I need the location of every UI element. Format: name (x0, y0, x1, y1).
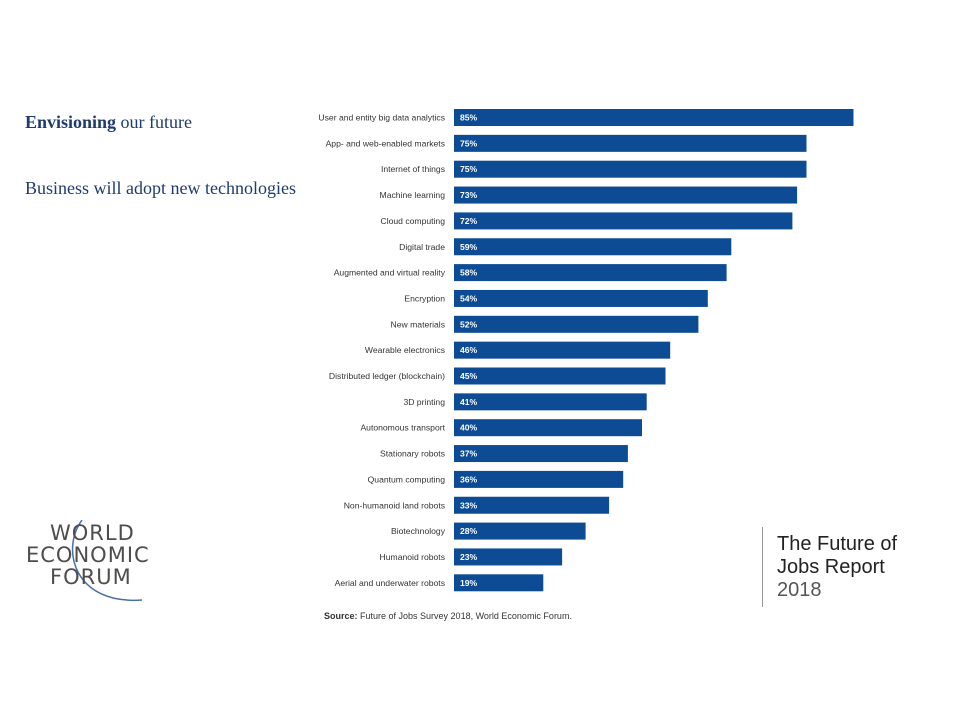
bar (454, 470, 624, 488)
category-label: Autonomous transport (360, 423, 445, 433)
report-title: The Future of Jobs Report 2018 (777, 533, 897, 602)
bar (454, 341, 671, 359)
source-text: Future of Jobs Survey 2018, World Econom… (357, 611, 572, 621)
bar (454, 289, 708, 307)
value-label: 46% (460, 345, 478, 355)
category-label: Cloud computing (381, 216, 446, 226)
value-label: 59% (460, 242, 478, 252)
subline: Business will adopt new technologies (25, 178, 296, 198)
category-label: Wearable electronics (365, 345, 445, 355)
category-label: Quantum computing (368, 474, 446, 484)
report-year: 2018 (777, 579, 822, 601)
bar (454, 264, 727, 282)
headline-rest: our future (116, 112, 193, 132)
value-label: 41% (460, 397, 478, 407)
bar (454, 160, 807, 178)
bar (454, 445, 628, 463)
value-label: 54% (460, 293, 478, 303)
value-label: 23% (460, 552, 478, 562)
category-label: Machine learning (380, 190, 446, 200)
category-label: Non-humanoid land robots (344, 500, 445, 510)
bar (454, 186, 798, 204)
category-label: Digital trade (399, 242, 445, 252)
category-label: Stationary robots (380, 449, 445, 459)
value-label: 40% (460, 423, 478, 433)
category-label: User and entity big data analytics (318, 113, 445, 123)
value-label: 28% (460, 526, 478, 536)
category-label: Internet of things (381, 164, 445, 174)
value-label: 73% (460, 190, 478, 200)
headline-bold: Envisioning (25, 112, 117, 132)
category-label: App- and web-enabled markets (326, 138, 445, 148)
value-label: 37% (460, 449, 478, 459)
source-note: Source: Future of Jobs Survey 2018, Worl… (324, 611, 572, 621)
bar (454, 419, 642, 437)
bar (454, 548, 563, 566)
value-label: 52% (460, 319, 478, 329)
value-label: 36% (460, 474, 478, 484)
wef-logo-line3: FORUM (50, 565, 132, 589)
report-title-line2: Jobs Report (777, 556, 885, 578)
category-label: New materials (391, 319, 445, 329)
report-title-line1: The Future of (777, 533, 898, 555)
category-label: Augmented and virtual reality (334, 268, 446, 278)
bar (454, 496, 610, 514)
category-label: Aerial and underwater robots (335, 578, 445, 588)
source-label: Source: (324, 611, 358, 621)
bar (454, 522, 586, 540)
value-label: 45% (460, 371, 478, 381)
bar (454, 109, 854, 126)
value-label: 19% (460, 578, 478, 588)
value-label: 85% (460, 113, 478, 123)
bar (454, 367, 666, 385)
bar (454, 315, 699, 333)
category-label: Humanoid robots (380, 552, 445, 562)
bar (454, 393, 647, 411)
bar (454, 212, 793, 230)
bar (454, 134, 807, 152)
headline: Envisioning our future (25, 112, 192, 133)
report-divider (762, 527, 763, 607)
wef-logo-line2: ECONOMIC (26, 543, 150, 567)
category-label: Distributed ledger (blockchain) (329, 371, 445, 381)
value-label: 75% (460, 164, 478, 174)
bar (454, 238, 732, 256)
wef-logo-line1: WORLD (50, 521, 135, 545)
wef-logo-arc (71, 520, 143, 601)
value-label: 58% (460, 268, 478, 278)
bar-chart: User and entity big data analytics 85% App… (318, 109, 854, 592)
value-label: 33% (460, 500, 478, 510)
category-label: Encryption (404, 293, 445, 303)
wef-logo: WORLD ECONOMIC FORUM (26, 522, 176, 588)
bar (454, 574, 544, 592)
category-label: 3D printing (403, 397, 445, 407)
value-label: 75% (460, 138, 478, 148)
category-label: Biotechnology (391, 526, 446, 536)
value-label: 72% (460, 216, 478, 226)
